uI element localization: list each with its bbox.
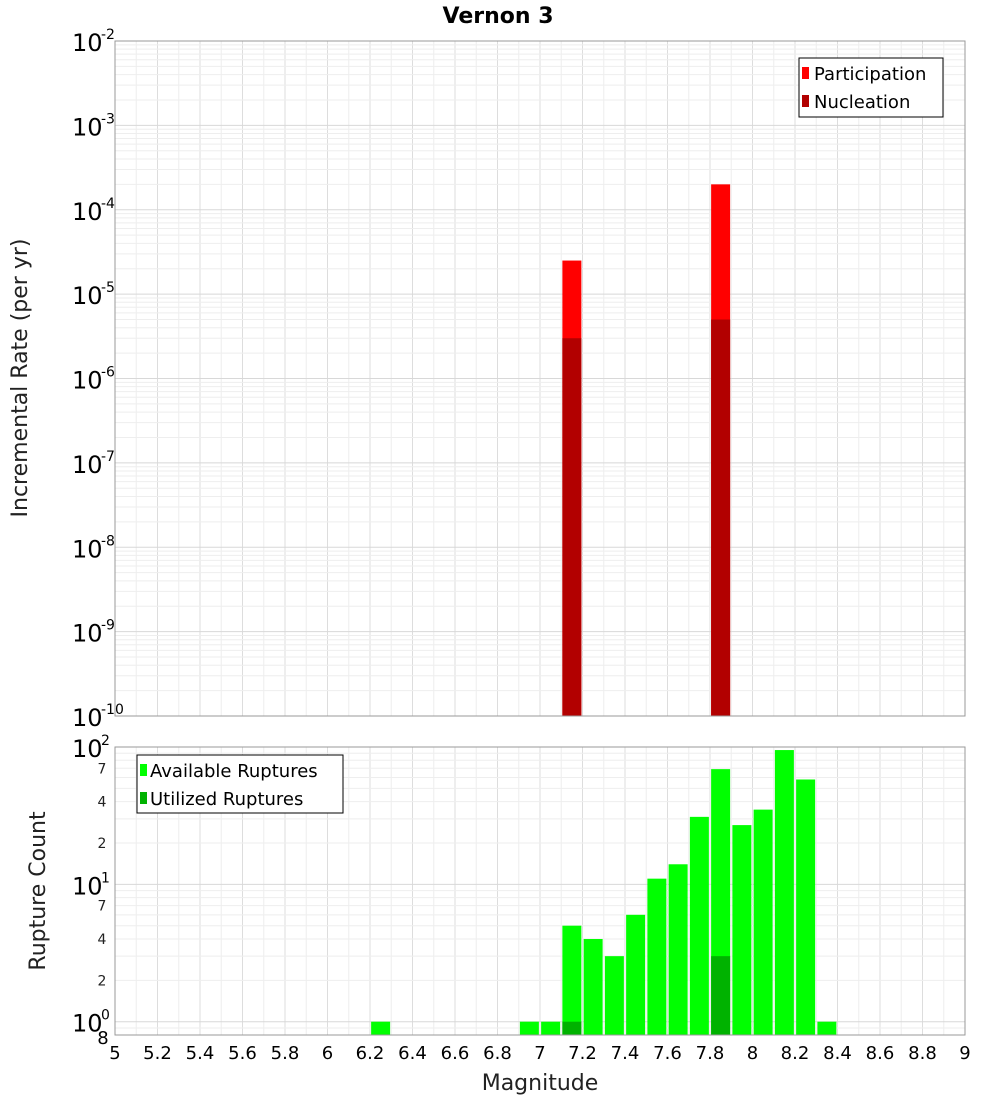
legend-label-utilized: Utilized Ruptures — [150, 789, 303, 810]
top-y-axis-label: Incremental Rate (per yr) — [8, 239, 33, 518]
legend-swatch-nucleation — [802, 95, 809, 107]
x-tick-label: 6 — [322, 1043, 333, 1064]
y-minor-tick-label: 4 — [98, 795, 107, 811]
legend-label-available: Available Ruptures — [150, 761, 318, 782]
y-tick-label: 10 — [72, 367, 103, 395]
legend-swatch-participation — [802, 67, 809, 79]
x-tick-label: 8.6 — [866, 1043, 895, 1064]
x-tick-label: 5 — [109, 1043, 120, 1064]
available-ruptures-bar — [753, 809, 773, 1035]
available-ruptures-bar — [371, 1021, 391, 1035]
x-tick-label: 7.4 — [611, 1043, 640, 1064]
y-tick-exponent: -4 — [101, 196, 115, 212]
available-ruptures-bar — [541, 1021, 561, 1035]
bottom-y-axis-label: Rupture Count — [26, 811, 51, 971]
available-ruptures-bar — [604, 956, 624, 1035]
x-tick-label: 5.6 — [228, 1043, 257, 1064]
y-minor-tick-label: 2 — [98, 973, 107, 989]
utilized-ruptures-bar — [562, 1021, 582, 1035]
x-tick-label: 6.4 — [398, 1043, 427, 1064]
bottom-legend: Available Ruptures Utilized Ruptures — [136, 754, 344, 814]
y-tick-label: 10 — [72, 198, 103, 226]
y-tick-exponent: -6 — [101, 365, 115, 381]
legend-swatch-available — [140, 764, 147, 776]
y-tick-label: 10 — [72, 535, 103, 563]
y-tick-exponent: -2 — [101, 27, 115, 43]
x-tick-label: 8 — [747, 1043, 758, 1064]
y-minor-tick-label: 7 — [98, 761, 107, 777]
y-tick-exponent: -9 — [101, 618, 115, 634]
y-tick-label: 10 — [72, 1010, 103, 1038]
chart-title: Vernon 3 — [443, 4, 554, 29]
bottom-legend-box — [136, 754, 344, 814]
available-ruptures-bar — [668, 864, 688, 1035]
nucleation-bar — [711, 319, 731, 716]
x-axis-label: Magnitude — [482, 1071, 599, 1096]
y-tick-label: 10 — [72, 282, 103, 310]
x-ticks: 5 5.2 5.4 5.6 5.8 6 6.2 6.4 6.6 6.8 7 7.2 7.4 7.6 7.8 8… — [109, 1043, 970, 1064]
top-legend: Participation Nucleation — [798, 57, 944, 118]
y-tick-label: 10 — [72, 872, 103, 900]
x-tick-label: 5.2 — [143, 1043, 172, 1064]
x-tick-label: 5.4 — [186, 1043, 215, 1064]
x-tick-label: 7 — [534, 1043, 545, 1064]
available-ruptures-bar — [562, 925, 582, 1035]
y-minor-tick-label: 7 — [98, 899, 107, 915]
utilized-ruptures-bar — [711, 956, 731, 1035]
available-ruptures-bar — [647, 878, 667, 1035]
top-grid — [114, 41, 966, 717]
y-tick-label: 10 — [72, 113, 103, 141]
bottom-bars — [371, 750, 837, 1035]
x-tick-label: 6.6 — [441, 1043, 470, 1064]
y-tick-exponent: -10 — [101, 702, 124, 718]
y-tick-exponent: 2 — [101, 733, 110, 749]
available-ruptures-bar — [583, 939, 603, 1035]
y-tick-exponent: -3 — [101, 111, 115, 127]
y-minor-tick-label: 8 — [97, 1028, 108, 1049]
legend-label-nucleation: Nucleation — [814, 92, 910, 113]
available-ruptures-bar — [689, 816, 709, 1035]
x-tick-label: 8.8 — [908, 1043, 937, 1064]
x-tick-label: 6.8 — [483, 1043, 512, 1064]
y-minor-tick-label: 2 — [98, 836, 107, 852]
y-tick-label: 10 — [72, 735, 103, 763]
legend-swatch-utilized — [140, 792, 147, 804]
x-tick-label: 7.2 — [568, 1043, 597, 1064]
top-bars — [562, 184, 731, 717]
x-tick-label: 5.8 — [271, 1043, 300, 1064]
available-ruptures-bar — [519, 1021, 539, 1035]
y-tick-label: 10 — [72, 704, 103, 732]
nucleation-bar — [562, 338, 582, 716]
y-tick-label: 10 — [72, 29, 103, 57]
x-tick-label: 6.2 — [356, 1043, 385, 1064]
top-legend-box — [798, 57, 944, 118]
x-tick-label: 8.4 — [823, 1043, 852, 1064]
available-ruptures-bar — [732, 825, 752, 1035]
y-tick-exponent: -8 — [101, 533, 115, 549]
x-tick-label: 8.2 — [781, 1043, 810, 1064]
y-tick-exponent: -5 — [101, 280, 115, 296]
available-ruptures-bar — [817, 1021, 837, 1035]
legend-label-participation: Participation — [814, 64, 926, 85]
available-ruptures-bar — [774, 750, 794, 1035]
x-tick-label: 9 — [959, 1043, 970, 1064]
y-tick-exponent: 1 — [101, 870, 110, 886]
y-minor-tick-label: 4 — [98, 932, 107, 948]
top-y-ticks: 10-210-310-410-510-610-710-810-910-10 — [72, 27, 124, 732]
top-plot: 10-210-310-410-510-610-710-810-910-10 In… — [8, 27, 966, 732]
y-tick-label: 10 — [72, 620, 103, 648]
top-plot-border — [114, 40, 966, 717]
y-tick-label: 10 — [72, 451, 103, 479]
x-tick-label: 7.6 — [653, 1043, 682, 1064]
y-tick-exponent: -7 — [101, 449, 115, 465]
available-ruptures-bar — [796, 779, 816, 1035]
bottom-plot-border — [114, 746, 966, 1036]
available-ruptures-bar — [626, 914, 646, 1035]
x-tick-label: 7.8 — [696, 1043, 725, 1064]
y-tick-exponent: 0 — [101, 1008, 110, 1024]
